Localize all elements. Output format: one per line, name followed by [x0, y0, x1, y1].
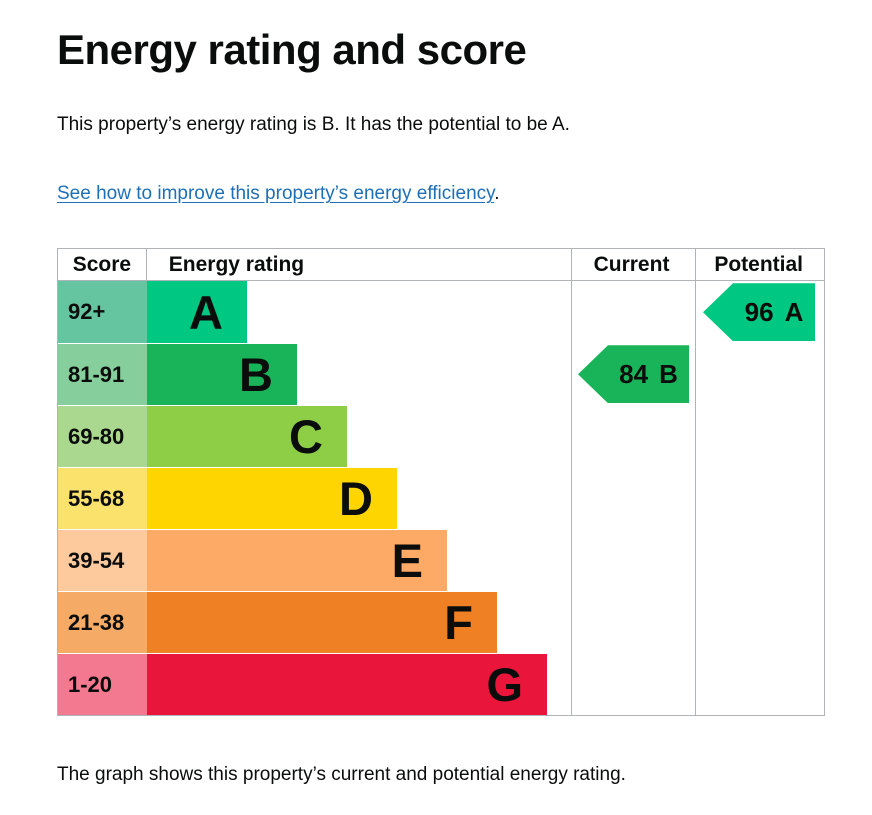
band-row-c: 69-80 C [58, 405, 824, 468]
chart-caption: The graph shows this property’s current … [57, 764, 626, 786]
band-letter: A [189, 285, 223, 339]
score-cell: 21-38 [58, 591, 147, 654]
link-suffix: . [494, 183, 500, 205]
energy-rating-chart: Score Energy rating Current Potential 92… [57, 248, 825, 717]
band-row-d: 55-68 D [58, 467, 824, 530]
header-current: Current [593, 252, 670, 276]
band-letter: C [289, 410, 323, 464]
intro-text: This property’s energy rating is B. It h… [57, 114, 570, 136]
band-row-b: 81-91 B [58, 343, 824, 406]
rating-bar: C [147, 405, 347, 468]
potential-column-divider [695, 249, 696, 716]
header-potential: Potential [714, 252, 804, 276]
page-content: Energy rating and score This property’s … [57, 26, 872, 786]
rating-bar: A [147, 281, 247, 344]
header-score: Score [58, 249, 147, 281]
score-cell: 69-80 [58, 405, 147, 468]
score-cell: 1-20 [58, 653, 147, 716]
band-letter: F [444, 596, 473, 650]
rating-bar: E [147, 529, 447, 592]
band-row-a: 92+ A [58, 281, 824, 344]
rating-bar: G [147, 653, 547, 716]
band-row-g: 1-20 G [58, 653, 824, 716]
current-band-letter: B [659, 358, 678, 389]
page-title: Energy rating and score [57, 26, 527, 73]
rating-bar: F [147, 591, 497, 654]
score-cell: 81-91 [58, 343, 147, 406]
current-score-value: 84 [619, 358, 649, 389]
band-letter: G [486, 658, 523, 712]
improve-efficiency-link[interactable]: See how to improve this property’s energ… [57, 183, 495, 205]
band-row-e: 39-54 E [58, 529, 824, 592]
potential-score-value: 96 [744, 296, 774, 327]
rating-bar: D [147, 467, 397, 530]
rating-bar: B [147, 343, 297, 406]
score-cell: 92+ [58, 281, 147, 344]
band-letter: B [239, 348, 273, 402]
band-letter: D [339, 472, 373, 526]
band-row-f: 21-38 F [58, 591, 824, 654]
band-letter: E [391, 534, 423, 588]
header-energy-rating: Energy rating [168, 252, 305, 276]
score-cell: 55-68 [58, 467, 147, 530]
potential-band-letter: A [784, 296, 804, 327]
current-column-divider [571, 249, 572, 716]
chart-header-row: Score Energy rating Current Potential [58, 249, 824, 282]
improve-link-line: See how to improve this property’s energ… [57, 181, 872, 206]
score-cell: 39-54 [58, 529, 147, 592]
